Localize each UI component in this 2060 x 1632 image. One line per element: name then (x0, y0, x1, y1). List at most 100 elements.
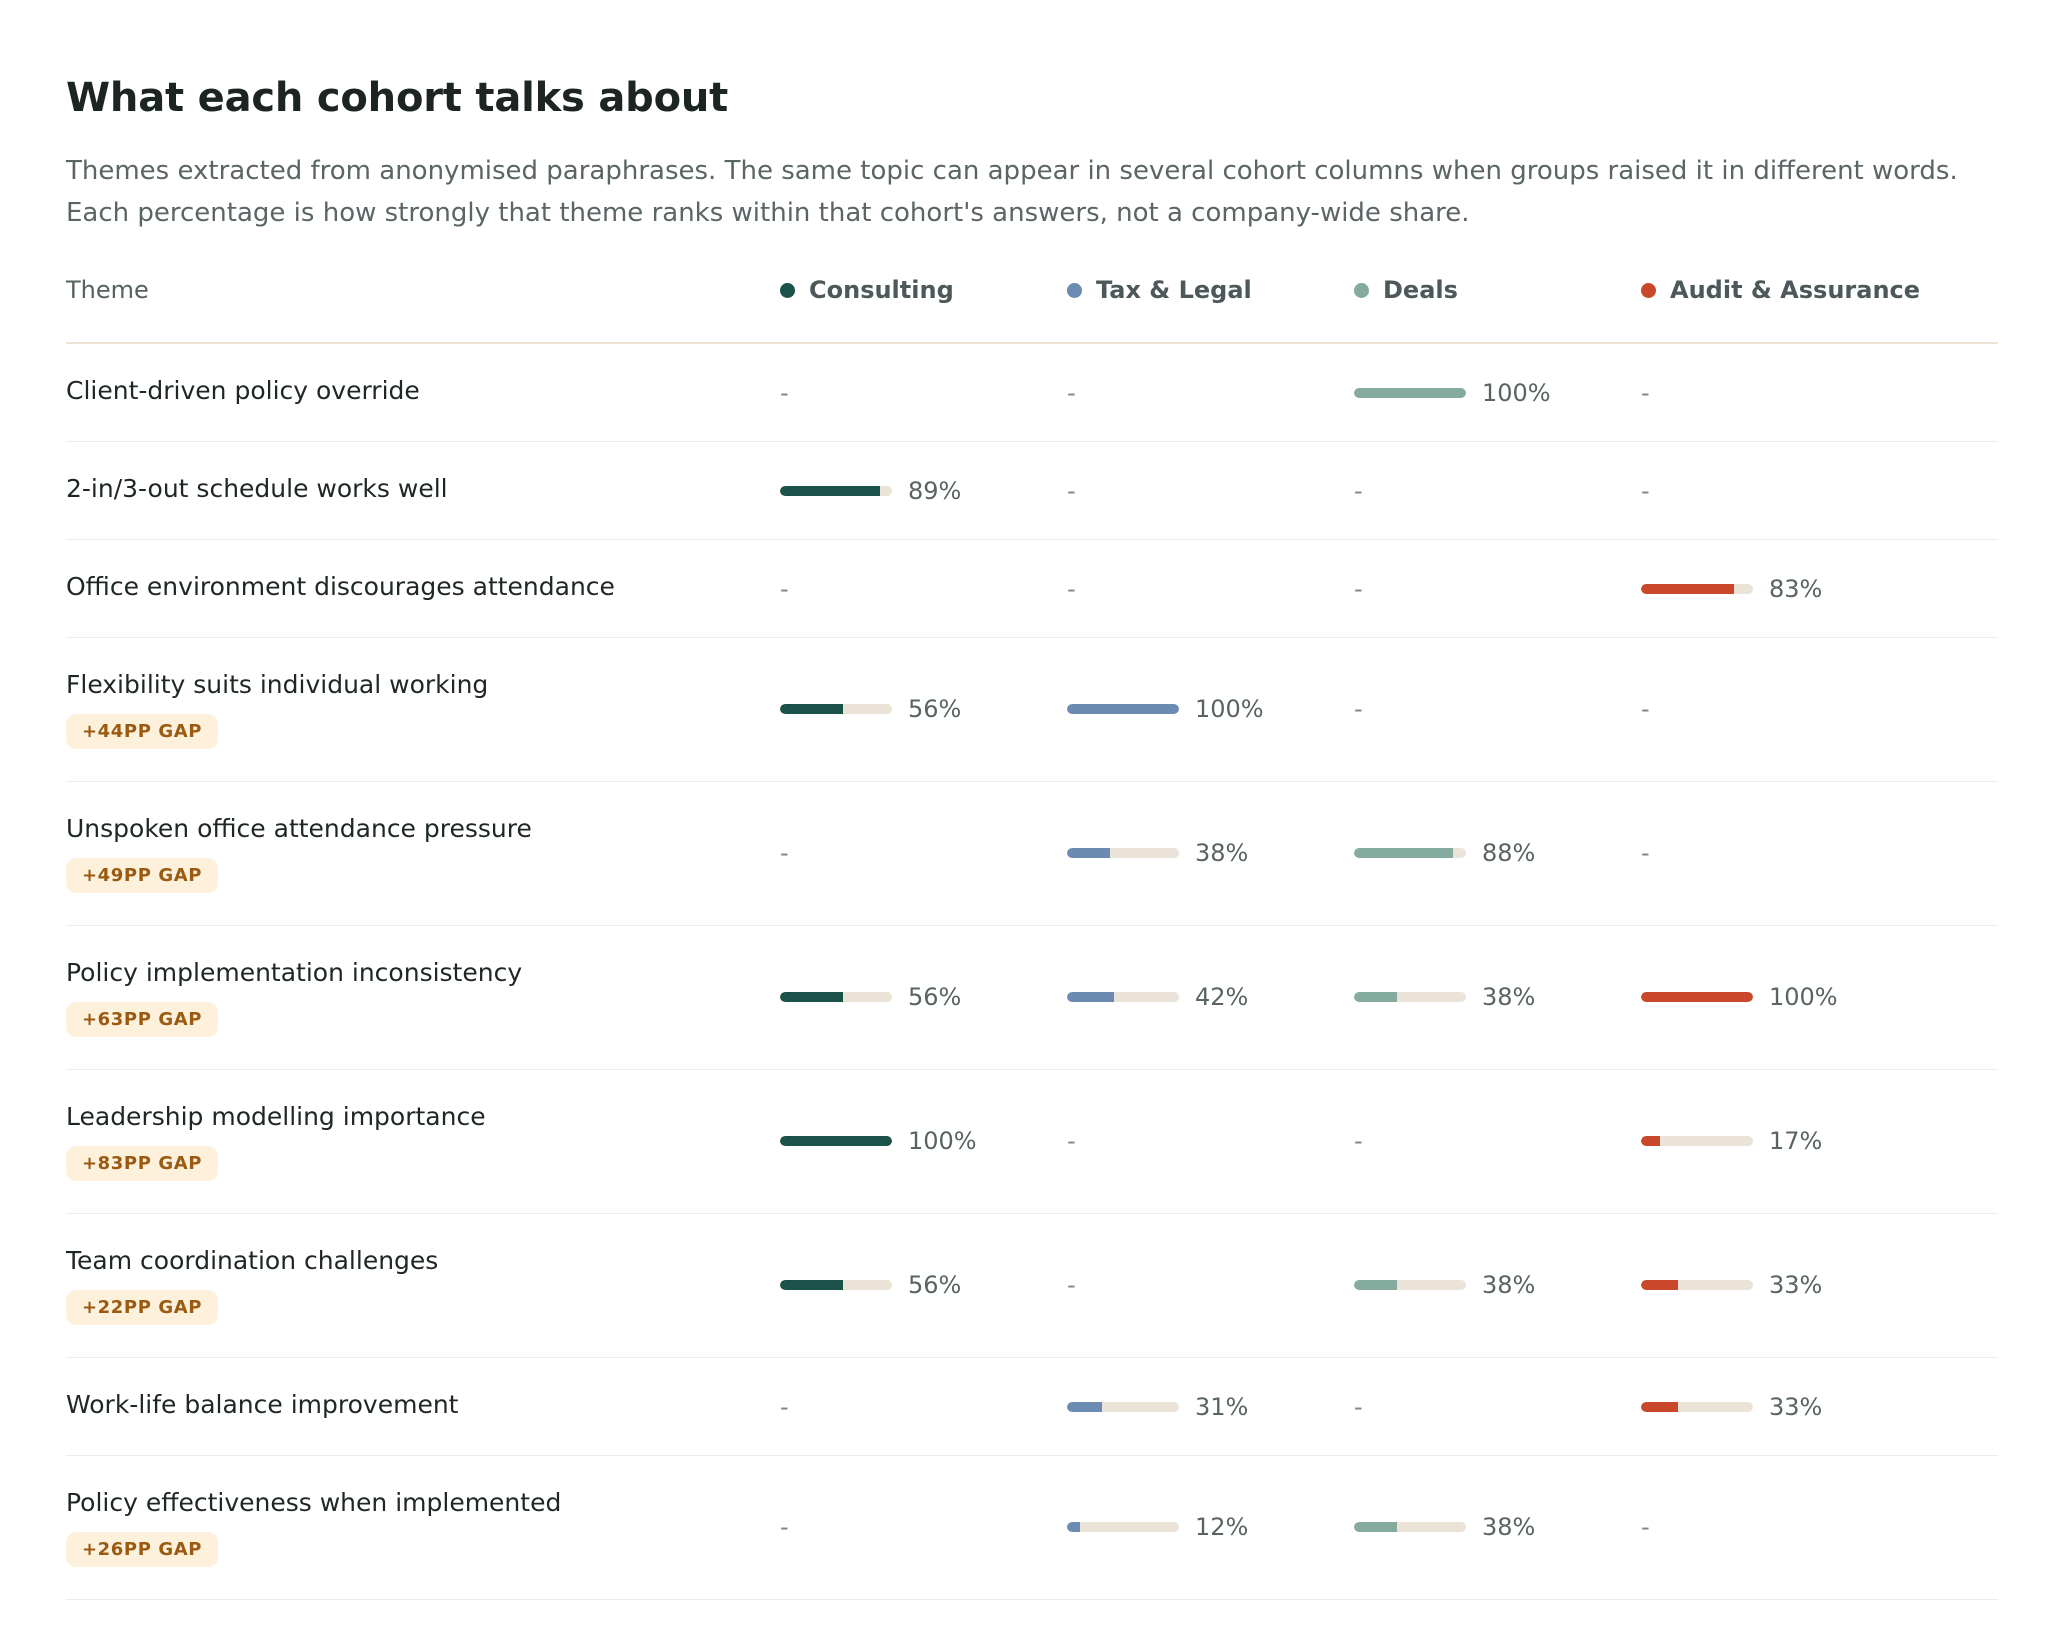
cohort-color-dot (780, 282, 795, 298)
percentage-label: 100% (908, 1127, 977, 1155)
percentage-label: 89% (908, 477, 962, 505)
gap-badge: +26PP GAP (66, 1532, 219, 1567)
cohort-value-cell: 100% (780, 1126, 977, 1156)
cohort-value-cell: 38% (1354, 1270, 1535, 1300)
table-row: Flexibility suits individual working +44P… (66, 638, 1998, 782)
percentage-label: 42% (1195, 983, 1249, 1011)
cohort-value-cell: 12% (1067, 1512, 1248, 1542)
strength-bar (1067, 1522, 1179, 1532)
strength-bar-fill (1354, 992, 1397, 1002)
percentage-label: 100% (1769, 983, 1838, 1011)
strength-bar (1641, 1402, 1753, 1412)
percentage-label: 56% (908, 695, 962, 723)
empty-value: - (1354, 477, 1363, 505)
theme-cell: Work-life balance improvement (66, 1390, 458, 1420)
cohort-value-cell: - (1641, 694, 1650, 724)
theme-label: Client-driven policy override (66, 376, 420, 405)
strength-bar (1354, 992, 1466, 1002)
empty-value: - (1641, 477, 1650, 505)
table-row: Office environment discourages attendanc… (66, 540, 1998, 638)
strength-bar (1067, 992, 1179, 1002)
cohort-value-cell: - (780, 378, 789, 408)
empty-value: - (1067, 477, 1076, 505)
strength-bar-fill (1067, 992, 1115, 1002)
table-row: 2-in/3-out schedule works well 89% - - - (66, 442, 1998, 540)
theme-label: Team coordination challenges (66, 1246, 439, 1275)
cohort-value-cell: 33% (1641, 1392, 1822, 1422)
cohort-value-cell: 56% (780, 982, 961, 1012)
strength-bar (1354, 1280, 1466, 1290)
theme-cell: Policy effectiveness when implemented +26… (66, 1488, 561, 1567)
empty-value: - (1641, 379, 1650, 407)
strength-bar-fill (1641, 584, 1734, 594)
percentage-label: 88% (1482, 839, 1536, 867)
percentage-label: 83% (1769, 575, 1823, 603)
strength-bar-fill (1354, 1522, 1397, 1532)
strength-bar-fill (1354, 848, 1453, 858)
empty-value: - (1354, 695, 1363, 723)
strength-bar-fill (1354, 388, 1466, 398)
cohort-value-cell: - (1067, 378, 1076, 408)
percentage-label: 38% (1195, 839, 1249, 867)
table-row: Policy effectiveness when implemented +26… (66, 1456, 1998, 1600)
empty-value: - (780, 575, 789, 603)
strength-bar (1067, 704, 1179, 714)
cohort-color-dot (1354, 282, 1369, 298)
strength-bar (780, 992, 892, 1002)
percentage-label: 100% (1195, 695, 1264, 723)
empty-value: - (1641, 695, 1650, 723)
cohort-value-cell: - (1067, 476, 1076, 506)
strength-bar-fill (780, 486, 880, 496)
strength-bar (1641, 992, 1753, 1002)
table-row: Client-driven policy override - - 100% - (66, 344, 1998, 442)
empty-value: - (1067, 1271, 1076, 1299)
cohort-value-cell: - (1641, 838, 1650, 868)
cohort-value-cell: 83% (1641, 574, 1822, 604)
theme-cell: 2-in/3-out schedule works well (66, 474, 448, 504)
cohort-value-cell: 33% (1641, 1270, 1822, 1300)
cohort-value-cell: 88% (1354, 838, 1535, 868)
strength-bar (780, 704, 892, 714)
strength-bar-fill (1067, 1522, 1081, 1532)
cohort-value-cell: - (1354, 574, 1363, 604)
cohort-value-cell: 89% (780, 476, 961, 506)
page-title: What each cohort talks about (66, 75, 729, 121)
cohort-value-cell: 56% (780, 1270, 961, 1300)
table-row: Team coordination challenges +22PP GAP 56%… (66, 1214, 1998, 1358)
strength-bar-fill (1641, 1280, 1678, 1290)
gap-badge: +22PP GAP (66, 1290, 219, 1325)
cohort-color-dot (1067, 282, 1082, 298)
cohort-label: Tax & Legal (1096, 276, 1252, 304)
strength-bar-fill (1067, 1402, 1102, 1412)
cohort-value-cell: - (1067, 574, 1076, 604)
cohort-label: Deals (1383, 276, 1458, 304)
theme-label: Work-life balance improvement (66, 1390, 459, 1419)
strength-bar (1641, 1136, 1753, 1146)
table-row: Policy implementation inconsistency +63PP… (66, 926, 1998, 1070)
strength-bar (1067, 1402, 1179, 1412)
cohort-value-cell: - (1354, 476, 1363, 506)
table-row: Leadership modelling importance +83PP GAP… (66, 1070, 1998, 1214)
percentage-label: 33% (1769, 1393, 1823, 1421)
strength-bar-fill (1641, 1402, 1678, 1412)
empty-value: - (1354, 1127, 1363, 1155)
theme-label: 2-in/3-out schedule works well (66, 474, 448, 503)
strength-bar (780, 1136, 892, 1146)
percentage-label: 33% (1769, 1271, 1823, 1299)
cohort-value-cell: - (780, 838, 789, 868)
cohort-label: Consulting (809, 276, 954, 304)
percentage-label: 12% (1195, 1513, 1249, 1541)
theme-cell: Client-driven policy override (66, 376, 420, 406)
cohort-column-header: Deals (1354, 276, 1458, 304)
table-header: Theme Consulting Tax & Legal Deals Audit & … (66, 262, 1998, 344)
cohort-column-header: Consulting (780, 276, 954, 304)
empty-value: - (1067, 575, 1076, 603)
cohort-value-cell: 100% (1641, 982, 1838, 1012)
strength-bar (1354, 388, 1466, 398)
theme-cell: Policy implementation inconsistency +63PP… (66, 958, 522, 1037)
strength-bar (1067, 848, 1179, 858)
empty-value: - (780, 839, 789, 867)
theme-label: Leadership modelling importance (66, 1102, 486, 1131)
empty-value: - (1641, 1513, 1650, 1541)
cohort-value-cell: - (1641, 476, 1650, 506)
